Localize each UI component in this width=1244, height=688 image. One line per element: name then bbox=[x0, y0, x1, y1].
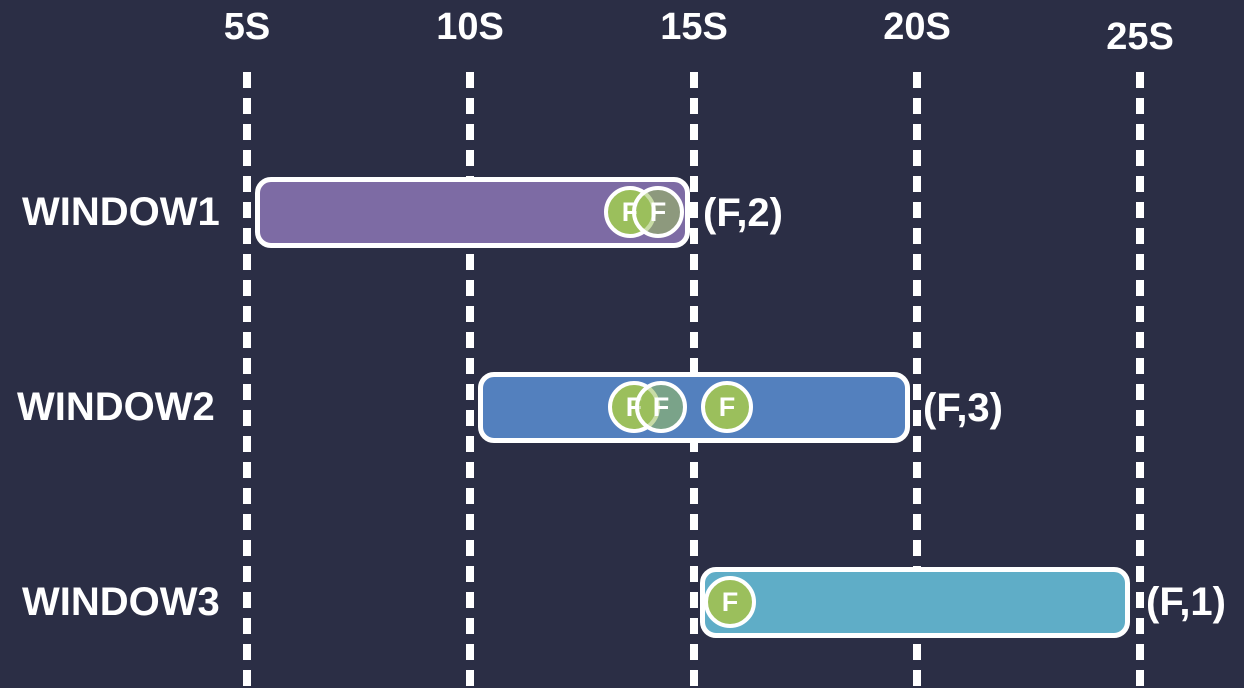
axis-tick-label-5s: 5S bbox=[223, 6, 271, 48]
window2-count-label: (F,3) bbox=[923, 386, 1003, 430]
gridline-10s bbox=[466, 72, 474, 688]
window2-bar bbox=[478, 372, 910, 443]
window1-count-label: (F,2) bbox=[703, 191, 783, 235]
window2-event-f-marker-overlap: F bbox=[635, 381, 687, 433]
gridline-20s bbox=[913, 72, 921, 688]
axis-tick-label-10s: 10S bbox=[436, 6, 504, 48]
window3-bar bbox=[700, 567, 1130, 638]
window1-event-f-marker-overlap: F bbox=[632, 186, 684, 238]
window2-event-f-marker: F bbox=[701, 381, 753, 433]
event-f-glyph: F bbox=[718, 391, 736, 422]
gridline-25s bbox=[1136, 72, 1144, 688]
window3-label: WINDOW3 bbox=[22, 580, 220, 624]
event-f-glyph: F bbox=[649, 196, 667, 227]
event-f-glyph: F bbox=[652, 391, 670, 422]
event-f-glyph: F bbox=[721, 586, 739, 617]
axis-tick-label-25s: 25S bbox=[1106, 16, 1174, 58]
window3-count-label: (F,1) bbox=[1146, 580, 1226, 624]
axis-tick-label-20s: 20S bbox=[883, 6, 951, 48]
window2-label: WINDOW2 bbox=[17, 385, 215, 429]
window3-event-f-marker: F bbox=[704, 576, 756, 628]
window1-label: WINDOW1 bbox=[22, 190, 220, 234]
gridline-5s bbox=[243, 72, 251, 688]
axis-tick-label-15s: 15S bbox=[660, 6, 728, 48]
